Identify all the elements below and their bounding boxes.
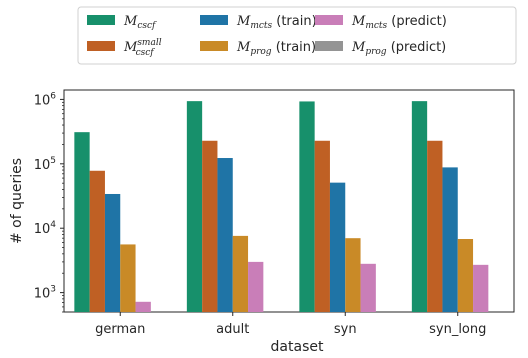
x-axis: german adult syn syn_long: [95, 312, 486, 337]
plot-frame: [63, 89, 515, 313]
y-tick-label: 103: [34, 285, 56, 302]
y-axis-label: # of queries: [9, 158, 25, 244]
legend-label: Msmall cscf: [123, 38, 162, 58]
legend-swatch: [200, 41, 228, 51]
bar: [473, 264, 489, 312]
bar: [89, 170, 105, 312]
bar: [135, 301, 151, 312]
y-axis: 103 104 105 106: [34, 91, 64, 313]
legend-label: Mprog (predict): [351, 40, 446, 57]
legend-swatch: [315, 15, 343, 25]
legend-swatch: [315, 41, 343, 51]
legend-label: Mprog (train): [236, 40, 316, 57]
x-tick-label: syn_long: [429, 322, 486, 337]
y-tick-label: 105: [34, 156, 56, 173]
legend-label: Mcscf: [123, 14, 157, 31]
bar: [345, 238, 361, 312]
bar: [314, 140, 330, 312]
legend-swatch: [87, 41, 115, 51]
legend-swatch: [200, 15, 228, 25]
legend: Mcscf Msmall cscf Mmcts (train) Mprog (train…: [77, 6, 517, 65]
x-tick-label: german: [95, 322, 145, 337]
x-axis-label: dataset: [271, 339, 324, 354]
legend-box: [77, 6, 517, 65]
bar: [427, 140, 443, 312]
bar: [360, 263, 376, 312]
bar: [457, 238, 474, 312]
x-tick-label: adult: [216, 322, 249, 337]
bar: [217, 158, 233, 312]
bar: [299, 101, 315, 313]
legend-label: Mmcts (train): [236, 14, 317, 31]
legend-label: Mmcts (predict): [351, 14, 447, 31]
bar: [202, 140, 218, 312]
bar: [248, 261, 264, 312]
bar: [442, 167, 458, 312]
bar: [411, 101, 428, 313]
y-tick-label: 104: [34, 220, 57, 237]
bar: [74, 132, 90, 312]
x-tick-label: syn: [334, 322, 357, 337]
bar: [232, 235, 249, 312]
bar: [329, 182, 346, 312]
plot-area: [63, 89, 515, 313]
legend-swatch: [87, 15, 115, 25]
bar: [120, 244, 136, 312]
bar: [104, 193, 121, 312]
bar: [186, 101, 203, 313]
y-tick-label: 106: [34, 91, 57, 108]
